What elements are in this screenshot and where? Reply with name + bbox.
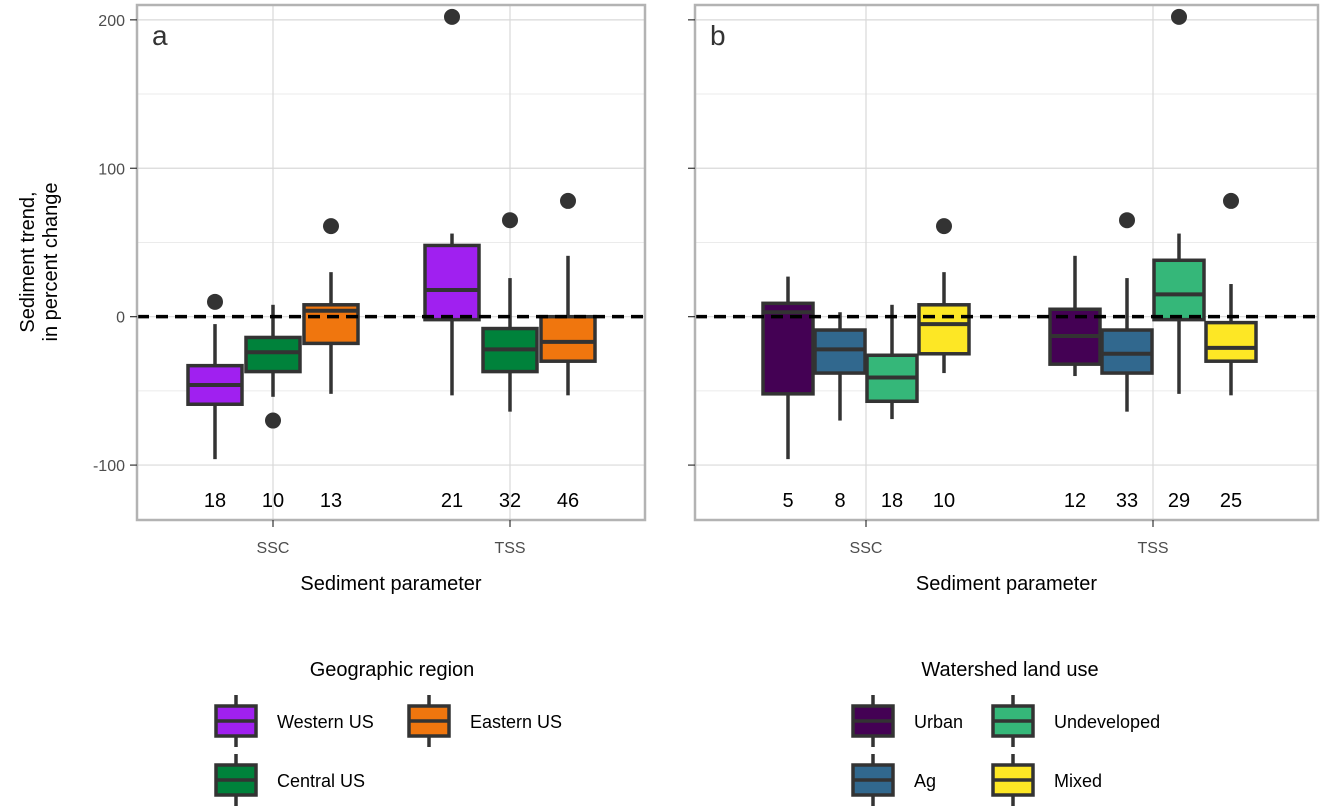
- y-axis-title-text: Sediment trend,in percent change: [17, 182, 62, 341]
- legend-item-western-us: Western US: [214, 695, 374, 747]
- sample-count-label: 8: [834, 490, 845, 512]
- box-body: [1204, 320, 1258, 363]
- sample-count-label: 5: [782, 490, 793, 512]
- outlier-point: [1171, 8, 1187, 25]
- outlier-point: [502, 212, 518, 229]
- y-axis-title-line: in percent change: [40, 182, 62, 341]
- panel-letter: b: [710, 20, 726, 51]
- outlier-point: [444, 8, 460, 25]
- box-tss-mixed: 25: [1204, 192, 1258, 512]
- legend-title: Geographic region: [310, 659, 475, 681]
- sample-count-label: 33: [1116, 490, 1138, 512]
- box-ssc-ag: 8: [813, 312, 867, 512]
- x-axis-title: Sediment parameter: [300, 573, 482, 595]
- sample-count-label: 32: [499, 490, 521, 512]
- box-body: [539, 314, 597, 363]
- y-tick-label: 100: [98, 161, 125, 178]
- box-tss-eastern-us: 46: [539, 192, 597, 512]
- plot-background: [137, 5, 645, 520]
- sample-count-label: 18: [204, 490, 226, 512]
- plot-background: [695, 5, 1318, 520]
- box-body: [1100, 328, 1154, 375]
- legend-geographic-region: Geographic region Western US Eastern US Cen…: [214, 659, 562, 806]
- box-body: [1152, 258, 1206, 322]
- y-axis-title-line: Sediment trend,: [17, 191, 39, 332]
- x-tick-label: TSS: [1137, 540, 1168, 557]
- x-tick-label: SSC: [850, 540, 883, 557]
- panel-border: [693, 3, 1320, 522]
- sample-count-label: 10: [933, 490, 955, 512]
- legend-label: Western US: [277, 712, 374, 732]
- legend-label: Undeveloped: [1054, 712, 1160, 732]
- y-axis-title: Sediment trend,in percent change: [17, 182, 62, 341]
- box-body: [917, 303, 971, 356]
- panel-b: 5 8 18 10 12 33 29 25 SSC TSS b Sediment parameter: [688, 3, 1320, 595]
- outlier-point: [1119, 212, 1135, 229]
- outlier-point: [207, 293, 223, 310]
- legend-label: Mixed: [1054, 771, 1102, 791]
- sample-count-label: 29: [1168, 490, 1190, 512]
- legend-label: Ag: [914, 771, 936, 791]
- box-ssc-undeveloped: 18: [865, 304, 919, 512]
- legend-item-eastern-us: Eastern US: [407, 695, 562, 747]
- box-tss-undeveloped: 29: [1152, 8, 1206, 512]
- box-body: [813, 328, 867, 375]
- panel-border: [135, 3, 647, 522]
- y-tick-label: -100: [93, 458, 125, 475]
- x-axis-title: Sediment parameter: [916, 573, 1098, 595]
- outlier-point: [936, 218, 952, 235]
- x-tick-label: TSS: [494, 540, 525, 557]
- sample-count-label: 10: [262, 490, 284, 512]
- box-tss-western-us: 21: [423, 8, 481, 512]
- outlier-point: [1223, 192, 1239, 209]
- box-body: [761, 301, 815, 396]
- sample-count-label: 13: [320, 490, 342, 512]
- legend-label: Urban: [914, 712, 963, 732]
- legend-item-urban: Urban: [851, 695, 963, 747]
- box-tss-ag: 33: [1100, 212, 1154, 512]
- sample-count-label: 46: [557, 490, 579, 512]
- panel-letter: a: [152, 20, 168, 51]
- sample-count-label: 18: [881, 490, 903, 512]
- outlier-point: [265, 412, 281, 429]
- y-tick-label: 0: [116, 310, 125, 327]
- legend-item-central-us: Central US: [214, 754, 365, 806]
- box-ssc-western-us: 18: [186, 293, 244, 512]
- legend-title: Watershed land use: [921, 659, 1098, 681]
- legend-item-mixed: Mixed: [991, 754, 1102, 806]
- legend-watershed-land-use: Watershed land use Urban Undeveloped Ag Mixe…: [851, 659, 1160, 806]
- sample-count-label: 25: [1220, 490, 1242, 512]
- box-body: [244, 335, 302, 374]
- outlier-point: [323, 218, 339, 235]
- sample-count-label: 12: [1064, 490, 1086, 512]
- legend-label: Eastern US: [470, 712, 562, 732]
- box-body: [423, 243, 481, 322]
- box-ssc-central-us: 10: [244, 304, 302, 512]
- sample-count-label: 21: [441, 490, 463, 512]
- y-tick-label: 200: [98, 13, 125, 30]
- legend-label: Central US: [277, 771, 365, 791]
- panel-a: 18 10 13 21 32 46 -100 0 100 200 SSC TSS a Sediment p…: [93, 3, 647, 595]
- legend-item-ag: Ag: [851, 754, 936, 806]
- box-tss-central-us: 32: [481, 212, 539, 512]
- box-ssc-mixed: 10: [917, 218, 971, 512]
- x-tick-label: SSC: [257, 540, 290, 557]
- outlier-point: [560, 192, 576, 209]
- legend-item-undeveloped: Undeveloped: [991, 695, 1160, 747]
- box-ssc-eastern-us: 13: [302, 218, 360, 512]
